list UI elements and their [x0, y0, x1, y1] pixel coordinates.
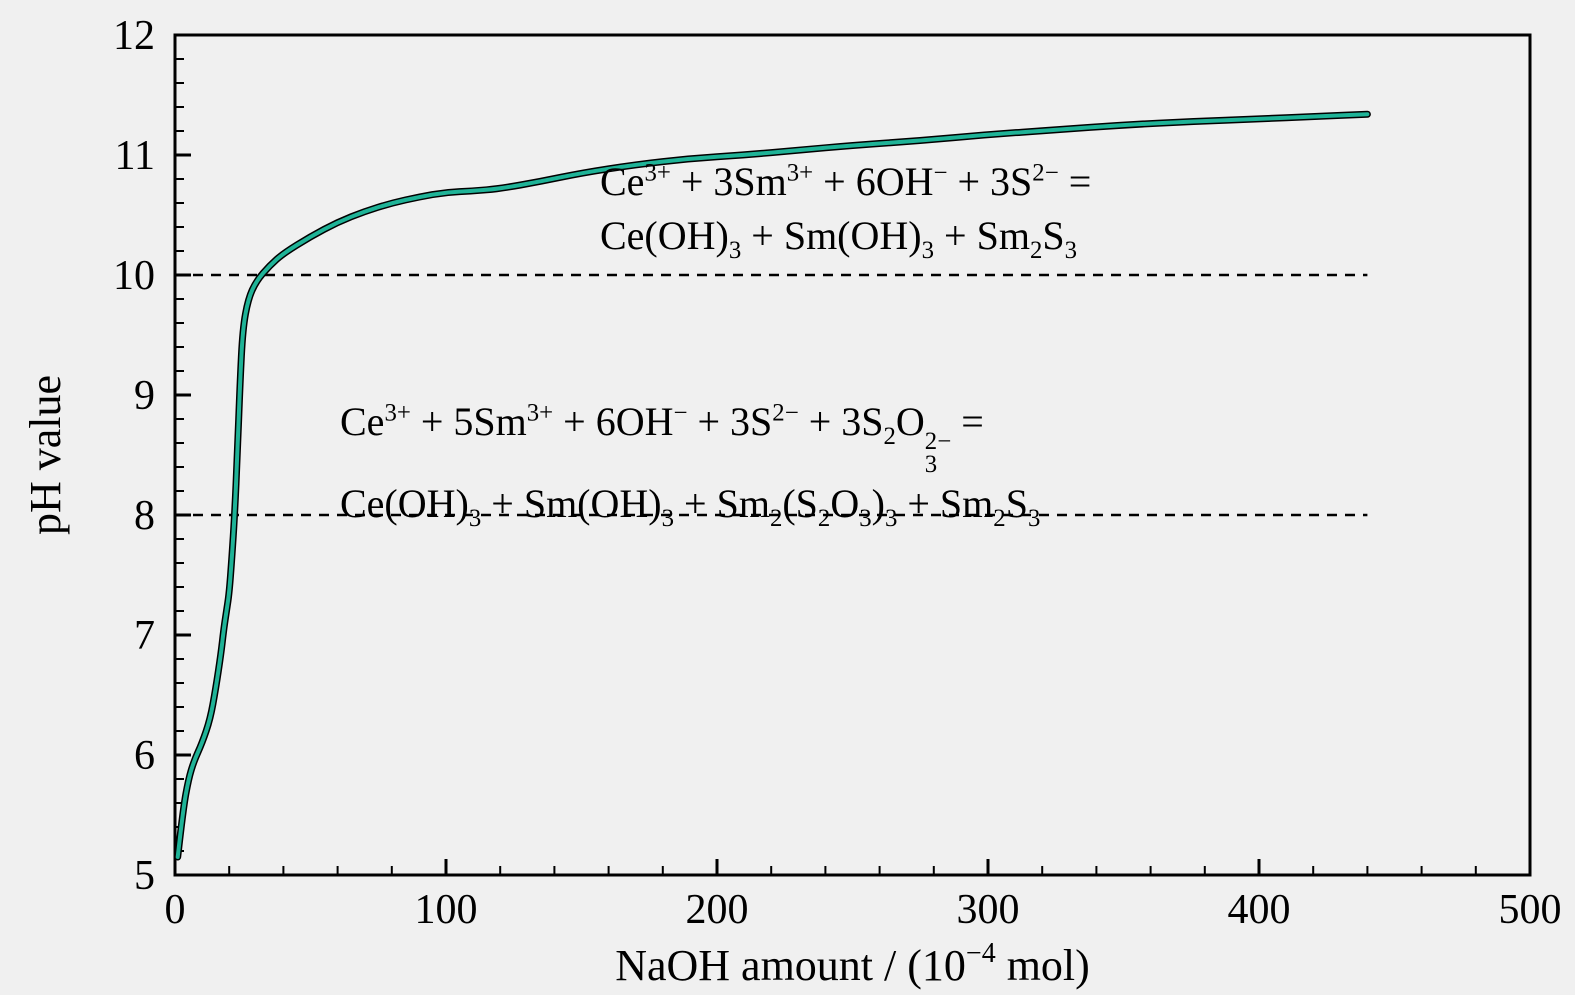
svg-text:6: 6 — [134, 733, 155, 779]
ph-titration-chart: 0 100 200 300 400 500 5 6 7 8 9 10 11 12 NaOH amount /… — [0, 0, 1575, 995]
svg-text:9: 9 — [134, 373, 155, 419]
upper-reaction-annotation: Ce3+ + 3Sm3+ + 6OH− + 3S2− =Ce(OH)3 + Sm… — [600, 155, 1091, 263]
svg-text:8: 8 — [134, 493, 155, 539]
svg-text:7: 7 — [134, 613, 155, 659]
svg-text:11: 11 — [115, 133, 155, 179]
svg-text:300: 300 — [957, 887, 1020, 933]
svg-text:5: 5 — [134, 853, 155, 899]
svg-text:pH value: pH value — [21, 375, 70, 535]
svg-text:0: 0 — [165, 887, 186, 933]
svg-text:400: 400 — [1228, 887, 1291, 933]
svg-text:10: 10 — [113, 253, 155, 299]
svg-text:100: 100 — [415, 887, 478, 933]
svg-text:NaOH amount / (10−4 mol): NaOH amount / (10−4 mol) — [615, 938, 1090, 990]
lower-reaction-annotation: Ce3+ + 5Sm3+ + 6OH− + 3S2− + 3S2O2−3 =Ce… — [340, 395, 1040, 531]
svg-text:200: 200 — [686, 887, 749, 933]
svg-text:500: 500 — [1499, 887, 1562, 933]
svg-text:12: 12 — [113, 13, 155, 59]
